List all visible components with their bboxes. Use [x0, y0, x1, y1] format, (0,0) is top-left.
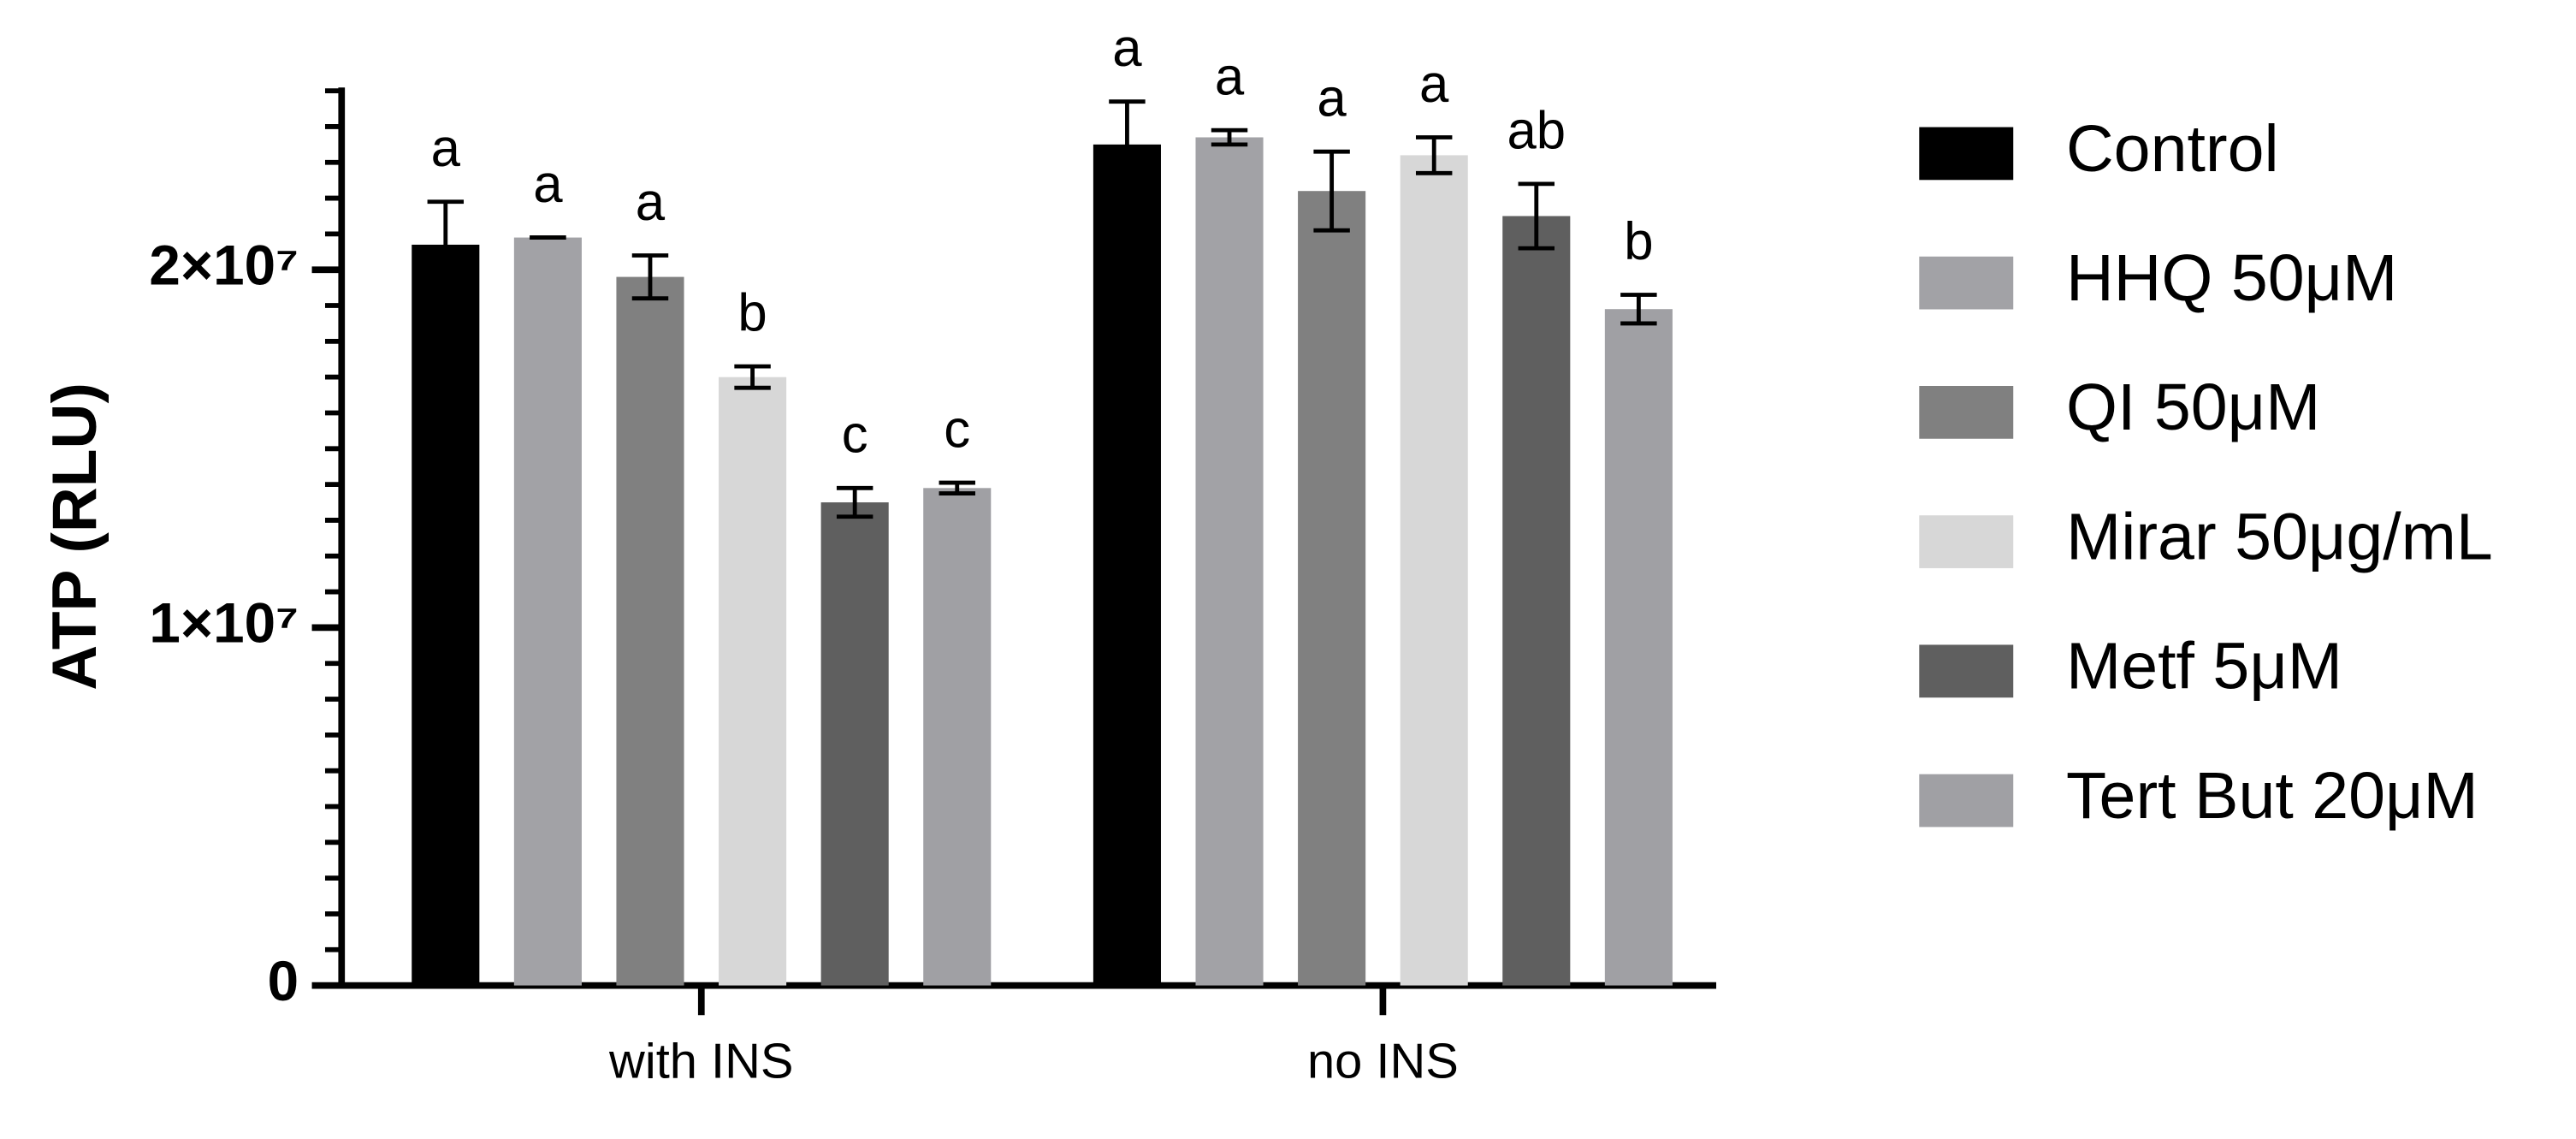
significance-letter: a — [431, 119, 461, 178]
bar — [923, 488, 992, 986]
significance-letter: a — [1419, 55, 1449, 114]
bar — [1195, 137, 1264, 986]
legend-label: Mirar 50μg/mL — [2066, 500, 2493, 573]
legend-swatch — [1919, 256, 2014, 310]
legend-swatch — [1919, 644, 2014, 698]
significance-letter: b — [737, 284, 767, 343]
bar — [1298, 191, 1366, 986]
significance-letter: a — [1215, 48, 1245, 107]
y-tick-label: 2×10⁷ — [149, 234, 299, 297]
significance-letter: b — [1624, 212, 1653, 271]
legend-label: QI 50μM — [2066, 371, 2320, 444]
legend-swatch — [1919, 774, 2014, 828]
bar — [412, 244, 480, 986]
bar — [719, 377, 787, 986]
legend-swatch — [1919, 127, 2014, 181]
x-tick-label: no INS — [1307, 1034, 1459, 1089]
legend-label: Metf 5μM — [2066, 630, 2342, 703]
y-tick-label: 0 — [268, 950, 299, 1012]
bar — [1093, 144, 1161, 986]
bar — [616, 276, 684, 986]
y-tick-label: 1×10⁷ — [149, 592, 299, 655]
bar — [1604, 309, 1673, 986]
bar — [1400, 155, 1468, 986]
legend-label: Control — [2066, 112, 2279, 186]
significance-letter: ab — [1507, 101, 1566, 160]
significance-letter: a — [636, 173, 666, 232]
legend-label: Tert But 20μM — [2066, 759, 2478, 833]
legend-label: HHQ 50μM — [2066, 241, 2397, 315]
legend-swatch — [1919, 515, 2014, 568]
y-axis-label: ATP (RLU) — [39, 383, 110, 691]
significance-letter: a — [1112, 19, 1142, 78]
significance-letter: a — [533, 155, 563, 214]
significance-letter: a — [1317, 69, 1347, 128]
bar — [1502, 216, 1571, 986]
bar — [820, 502, 889, 986]
significance-letter: c — [944, 400, 970, 459]
legend-swatch — [1919, 386, 2014, 439]
x-tick-label: with INS — [608, 1034, 793, 1089]
bar — [513, 237, 582, 986]
significance-letter: c — [842, 406, 868, 465]
